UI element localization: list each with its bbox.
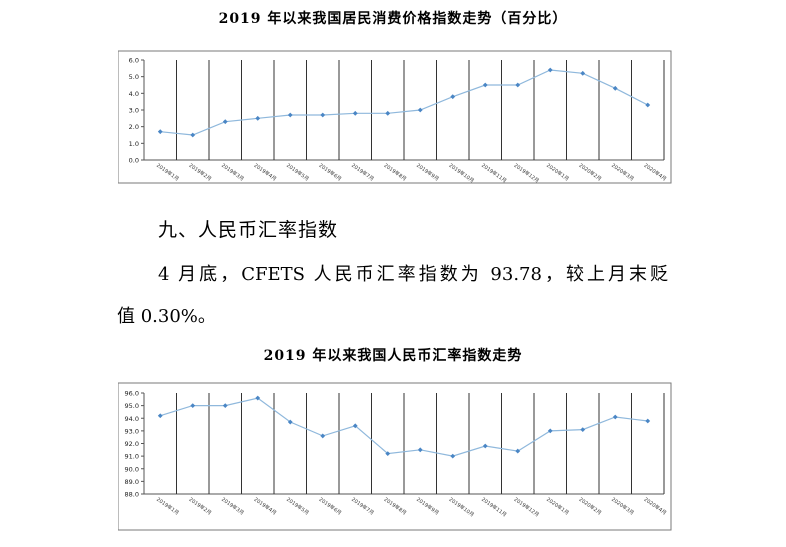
cpi-y-tick-label: 1.0 (129, 140, 139, 148)
cpi-data-point (385, 110, 391, 116)
exchange-rate-data-point (450, 453, 456, 459)
exchange-rate-y-tick-label: 92.0 (125, 440, 139, 448)
exchange-rate-y-tick-label: 88.0 (125, 491, 139, 499)
exchange-rate-data-point (255, 395, 261, 401)
section-heading: 九、人民币汇率指数 (158, 219, 339, 241)
exchange-rate-series-line (160, 397, 648, 457)
cpi-data-point (320, 112, 326, 118)
cpi-x-tick-label: 2020年1月 (545, 162, 570, 183)
exchange-rate-x-tick-label: 2019年8月 (383, 496, 408, 517)
cpi-y-tick-label: 5.0 (129, 73, 139, 81)
exchange-rate-data-point (320, 433, 326, 439)
cpi-x-tick-label: 2019年3月 (220, 162, 245, 183)
exchange-rate-data-point (482, 443, 488, 449)
exchange-rate-chart: 88.0 89.0 90.0 91.0 92.0 93.0 94.0 95.0 96.0 2019… (118, 382, 672, 531)
exchange-rate-y-tick-label: 89.0 (125, 478, 139, 486)
exchange-rate-chart-frame (118, 382, 672, 531)
exchange-rate-x-tick-label: 2019年6月 (318, 496, 343, 517)
cpi-y-tick-label: 2.0 (129, 123, 139, 131)
cpi-chart-frame (118, 50, 672, 184)
exchange-rate-y-tick-label: 96.0 (125, 390, 139, 398)
cpi-data-point (417, 107, 423, 113)
exchange-rate-data-point (190, 403, 196, 409)
exchange-rate-x-tick-label: 2019年9月 (415, 496, 440, 517)
exchange-rate-y-tick-label: 95.0 (125, 402, 139, 410)
exchange-rate-data-point (612, 414, 618, 420)
cpi-data-point (612, 85, 618, 91)
cpi-data-point (190, 132, 196, 138)
exchange-rate-x-tick-label: 2020年1月 (545, 496, 570, 517)
paragraph-line-2: 值 0.30%。 (117, 306, 216, 327)
exchange-rate-y-tick-label: 93.0 (125, 427, 139, 435)
exchange-rate-x-tick-label: 2019年2月 (188, 496, 213, 517)
exchange-rate-y-tick-label: 94.0 (125, 415, 139, 423)
exchange-rate-y-tick-label: 91.0 (125, 453, 139, 461)
exchange-rate-data-point (287, 419, 293, 425)
cpi-data-point (287, 112, 293, 118)
cpi-data-point (255, 115, 261, 121)
cpi-series-line (160, 69, 649, 136)
cpi-x-tick-label: 2019年5月 (285, 162, 310, 183)
cpi-x-tick-label: 2019年7月 (350, 162, 375, 183)
cpi-x-tick-label: 2020年2月 (578, 162, 603, 183)
exchange-rate-data-point (222, 403, 228, 409)
cpi-y-tick-label: 6.0 (129, 57, 139, 65)
exchange-rate-chart-title: 2019 年以来我国人民币汇率指数走势 (263, 348, 523, 364)
cpi-x-tick-label: 2019年1月 (155, 162, 180, 183)
cpi-x-tick-label: 2019年4月 (253, 162, 278, 183)
cpi-x-tick-label: 2019年2月 (188, 162, 213, 183)
cpi-x-tick-label: 2019年9月 (415, 162, 440, 183)
exchange-rate-x-tick-label: 2019年12月 (513, 496, 541, 518)
exchange-rate-data-point (547, 428, 553, 434)
cpi-chart: 0.0 1.0 2.0 3.0 4.0 5.0 6.0 2019年1月 2019年2月 2019年… (118, 50, 672, 184)
exchange-rate-x-tick-label: 2019年7月 (350, 496, 375, 517)
exchange-rate-data-point (385, 451, 391, 456)
cpi-chart-title: 2019 年以来我国居民消费价格指数走势（百分比） (218, 11, 568, 27)
exchange-rate-x-tick-label: 2019年3月 (220, 496, 245, 517)
cpi-x-tick-label: 2019年6月 (318, 162, 343, 183)
exchange-rate-data-point (352, 423, 358, 429)
cpi-data-point (580, 70, 586, 76)
cpi-x-tick-label: 2019年11月 (480, 162, 508, 184)
cpi-y-tick-label: 4.0 (129, 90, 139, 98)
exchange-rate-x-tick-label: 2019年10月 (448, 496, 476, 518)
cpi-data-point (222, 119, 228, 125)
exchange-rate-x-tick-label: 2019年4月 (253, 496, 278, 517)
exchange-rate-x-tick-label: 2020年2月 (578, 496, 603, 517)
exchange-rate-data-point (580, 427, 586, 433)
cpi-x-tick-label: 2020年4月 (643, 162, 668, 183)
cpi-x-tick-label: 2019年12月 (513, 162, 541, 184)
cpi-x-tick-label: 2019年10月 (448, 162, 476, 184)
cpi-x-tick-label: 2020年3月 (610, 162, 635, 183)
exchange-rate-x-tick-label: 2019年11月 (480, 496, 508, 518)
exchange-rate-x-tick-label: 2019年1月 (155, 496, 180, 517)
exchange-rate-x-tick-label: 2020年4月 (643, 496, 668, 517)
exchange-rate-data-point (645, 418, 651, 424)
exchange-rate-data-point (157, 413, 163, 419)
cpi-y-tick-label: 0.0 (129, 157, 139, 165)
cpi-data-point (515, 82, 521, 88)
cpi-data-point (482, 82, 488, 88)
exchange-rate-x-tick-label: 2019年5月 (285, 496, 310, 517)
cpi-data-point (450, 94, 456, 100)
paragraph-line-1: 4 月底，CFETS 人民币汇率指数为 93.78，较上月末贬 (158, 264, 668, 285)
exchange-rate-x-tick-label: 2020年3月 (610, 496, 635, 517)
exchange-rate-data-point (417, 447, 423, 453)
cpi-y-tick-label: 3.0 (129, 107, 139, 115)
cpi-data-point (352, 110, 358, 116)
cpi-data-point (157, 129, 163, 135)
exchange-rate-y-tick-label: 90.0 (125, 465, 139, 473)
exchange-rate-data-point (515, 448, 521, 454)
cpi-data-point (547, 67, 553, 73)
cpi-data-point (645, 102, 651, 108)
cpi-x-tick-label: 2019年8月 (383, 162, 408, 183)
